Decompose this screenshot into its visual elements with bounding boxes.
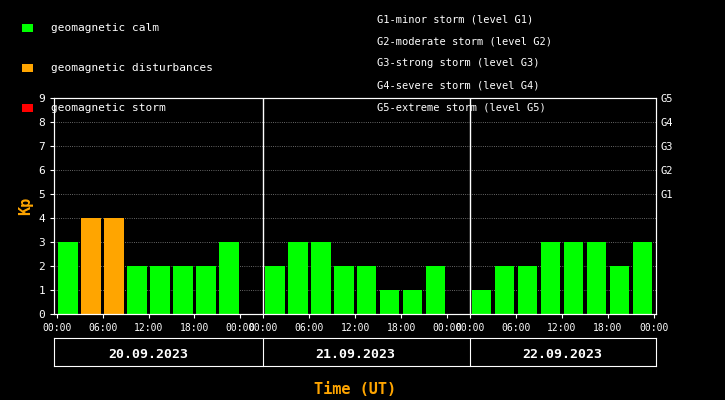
Bar [426,266,445,314]
Bar [541,242,560,314]
Text: 20.09.2023: 20.09.2023 [109,348,188,360]
Bar [380,290,399,314]
Text: geomagnetic calm: geomagnetic calm [51,23,159,33]
Bar [334,266,354,314]
Text: G5-extreme storm (level G5): G5-extreme storm (level G5) [377,102,546,112]
Bar [472,290,492,314]
Bar [563,242,583,314]
Bar [633,242,652,314]
Bar [104,218,124,314]
Text: G3-strong storm (level G3): G3-strong storm (level G3) [377,58,539,68]
Bar [311,242,331,314]
Bar [173,266,193,314]
Text: 21.09.2023: 21.09.2023 [315,348,395,360]
Bar [494,266,514,314]
Bar [610,266,629,314]
Bar [403,290,423,314]
Bar [196,266,216,314]
Bar [150,266,170,314]
Y-axis label: Kp: Kp [18,197,33,215]
Bar [81,218,101,314]
Bar [518,266,537,314]
Bar [219,242,239,314]
Text: geomagnetic disturbances: geomagnetic disturbances [51,63,212,73]
Bar [59,242,78,314]
Bar [265,266,285,314]
Text: G1-minor storm (level G1): G1-minor storm (level G1) [377,14,534,24]
Bar [587,242,606,314]
Text: Time (UT): Time (UT) [314,382,397,398]
Bar [288,242,307,314]
Text: 22.09.2023: 22.09.2023 [522,348,602,360]
Text: G2-moderate storm (level G2): G2-moderate storm (level G2) [377,36,552,46]
Text: geomagnetic storm: geomagnetic storm [51,103,165,113]
Text: G4-severe storm (level G4): G4-severe storm (level G4) [377,80,539,90]
Bar [357,266,376,314]
Bar [128,266,147,314]
